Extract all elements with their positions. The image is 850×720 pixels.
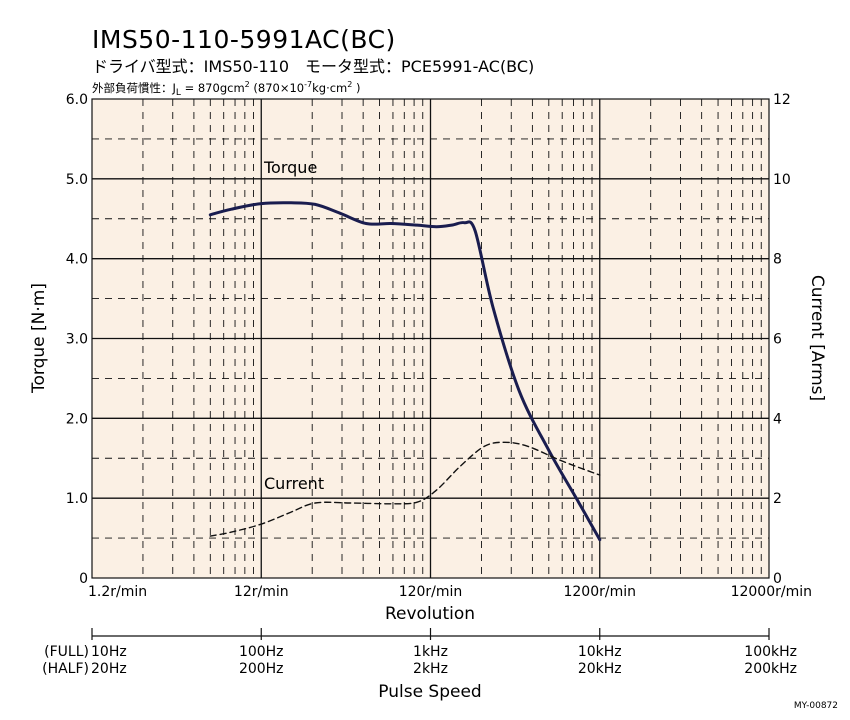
- inertia-close: ): [352, 81, 360, 95]
- torque-curve: [208, 201, 602, 542]
- y2-tick-label: 12: [773, 92, 791, 108]
- y2-tick-label: 10: [773, 172, 791, 188]
- pulse-full-tick-label: 10kHz: [578, 644, 622, 660]
- inertia-sup3: 2: [347, 80, 352, 89]
- inertia-subscript: L: [176, 88, 181, 98]
- plot-frame: [91, 98, 770, 579]
- current-curve: [209, 441, 601, 537]
- pulse-half-label: (HALF): [42, 661, 89, 677]
- y-tick-label: 4.0: [66, 252, 88, 268]
- pulse-half-tick-label: 20Hz: [91, 661, 127, 677]
- inertia-paren: (870×10: [250, 81, 304, 95]
- y-tick-label: 1.0: [66, 491, 88, 507]
- current-label: Current: [264, 474, 324, 493]
- x-tick-label: 1.2r/min: [88, 584, 147, 600]
- x-tick-label: 12r/min: [234, 584, 289, 600]
- y2-tick-label: 2: [773, 491, 782, 507]
- y-tick-label: 3.0: [66, 332, 88, 348]
- pulse-half-tick-label: 200Hz: [239, 661, 284, 677]
- y2-tick-label: 4: [773, 411, 782, 427]
- x-ticks: 1.2r/min 12r/min 120r/min 1200r/min 12000r/m…: [88, 584, 812, 600]
- grid: [92, 99, 769, 578]
- pulse-full-tick-label: 100kHz: [744, 644, 797, 660]
- series-layer: [208, 201, 602, 542]
- pulse-half-tick-label: 2kHz: [413, 661, 448, 677]
- pulse-axis-label: Pulse Speed: [378, 682, 481, 702]
- y2-tick-label: 6: [773, 332, 782, 348]
- y-tick-label: 2.0: [66, 411, 88, 427]
- inertia-sup2: -7: [304, 80, 312, 89]
- y-tick-label: 6.0: [66, 92, 88, 108]
- y-ticks-right: 0 2 4 6 8 10 12: [773, 92, 791, 587]
- y2-tick-label: 0: [773, 571, 782, 587]
- figure-id: MY-00872: [794, 701, 838, 711]
- inertia-value: = 870gcm: [181, 81, 245, 95]
- y-ticks-left: 0 1.0 2.0 3.0 4.0 5.0 6.0: [66, 92, 88, 587]
- pulse-full-label: (FULL): [44, 644, 89, 660]
- pulse-half-tick-label: 200kHz: [744, 661, 797, 677]
- pulse-full-tick-label: 100Hz: [239, 644, 284, 660]
- chart-subtitle: ドライバ型式：IMS50-110 モータ型式：PCE5991-AC(BC): [92, 57, 534, 76]
- series-labels: Torque Current: [263, 158, 324, 493]
- inertia-line: 外部負荷慣性：JL = 870gcm2 (870×10-7kg·cm2 ): [92, 80, 361, 98]
- inertia-unit: kg·cm: [312, 81, 347, 95]
- pulse-half-tick-label: 20kHz: [578, 661, 622, 677]
- inertia-prefix: 外部負荷慣性：J: [92, 81, 176, 95]
- x-tick-label: 120r/min: [399, 584, 463, 600]
- x-tick-label: 12000r/min: [731, 584, 812, 600]
- chart-title: IMS50-110-5991AC(BC): [92, 25, 396, 54]
- torque-label: Torque: [263, 158, 317, 177]
- y2-tick-label: 8: [773, 252, 782, 268]
- x-axis-label: Revolution: [385, 604, 475, 624]
- y2-axis-label: Current [Arms]: [807, 275, 827, 401]
- x-tick-label: 1200r/min: [563, 584, 636, 600]
- pulse-full-tick-label: 1kHz: [413, 644, 448, 660]
- inertia-sup1: 2: [245, 80, 250, 89]
- pulse-full-tick-label: 10Hz: [91, 644, 127, 660]
- y-tick-label: 0: [79, 571, 88, 587]
- y-tick-label: 5.0: [66, 172, 88, 188]
- y-axis-label: Torque [N·m]: [29, 283, 49, 394]
